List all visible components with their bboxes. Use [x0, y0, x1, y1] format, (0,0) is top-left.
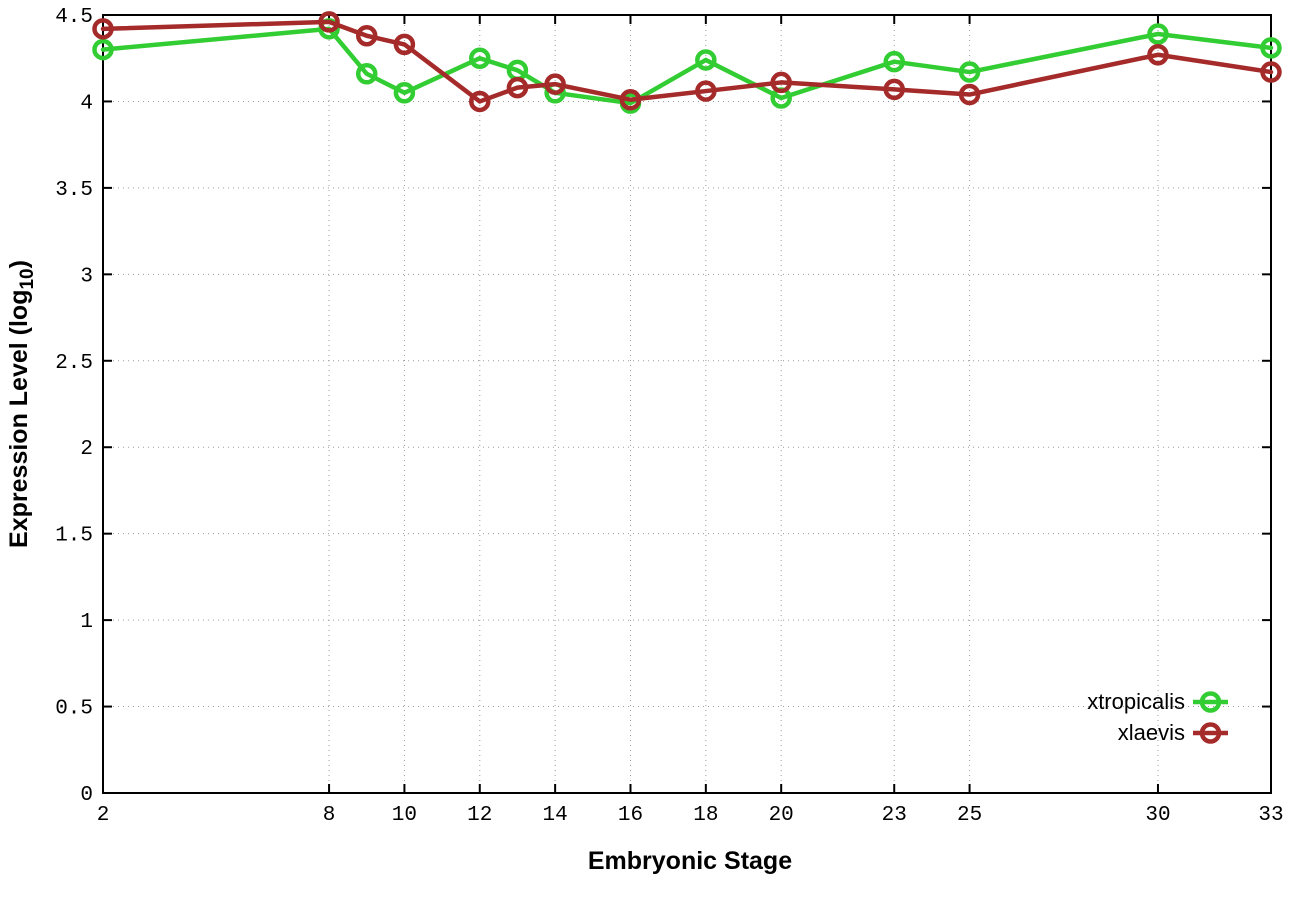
legend: xtropicalis xlaevis: [1087, 689, 1228, 745]
data-point-xtropicalis-stage-2: [92, 38, 114, 61]
y-axis-title: Expression Level (log10): [5, 260, 38, 548]
x-tick-labels: 2 8 10 12 14 16 18 20 23 25 30 33: [97, 804, 1284, 827]
x-tick-label: 2: [97, 804, 110, 827]
data-point-xtropicalis-stage-33: [1260, 37, 1282, 59]
x-tick-label: 23: [882, 804, 907, 827]
data-point-xlaevis-stage-10: [393, 33, 416, 56]
gridlines: [103, 15, 1271, 793]
data-point-xtropicalis-stage-12: [469, 47, 491, 69]
data-point-xtropicalis-stage-10: [393, 82, 416, 104]
x-tick-label: 16: [618, 804, 643, 827]
data-point-xtropicalis-stage-9: [355, 63, 378, 85]
x-tick-label: 20: [769, 804, 794, 827]
legend-marker-xlaevis: [1199, 722, 1222, 744]
y-tick-label: 4: [80, 92, 93, 115]
x-tick-label: 30: [1145, 804, 1170, 827]
data-point-xlaevis-stage-14: [544, 73, 566, 95]
y-tick-label: 2: [80, 438, 93, 461]
legend-label-xtropicalis: xtropicalis: [1087, 689, 1185, 714]
y-tick-label: 4.5: [55, 6, 93, 29]
legend-label-xlaevis: xlaevis: [1118, 720, 1185, 745]
data-point-xtropicalis-stage-30: [1147, 23, 1169, 45]
data-point-xlaevis-stage-8: [318, 11, 340, 33]
y-tick-label: 1.5: [55, 525, 93, 548]
data-point-xlaevis-stage-33: [1260, 61, 1282, 83]
data-point-xlaevis-stage-2: [92, 18, 114, 40]
y-tick-label: 0: [80, 784, 93, 807]
data-point-xlaevis-stage-20: [770, 71, 792, 94]
data-point-xlaevis-stage-16: [619, 88, 642, 111]
series-xlaevis: [92, 11, 1282, 113]
data-point-xlaevis-stage-12: [469, 90, 491, 113]
x-tick-label: 10: [392, 804, 417, 827]
data-point-xlaevis-stage-13: [506, 76, 529, 99]
x-tick-label: 14: [543, 804, 568, 827]
data-point-xlaevis-stage-18: [695, 80, 717, 102]
x-tick-label: 18: [693, 804, 718, 827]
x-tick-label: 8: [323, 804, 336, 827]
y-tick-label: 1: [80, 611, 93, 634]
x-axis-title: Embryonic Stage: [588, 847, 792, 875]
data-point-xtropicalis-stage-25: [958, 61, 981, 83]
x-tick-label: 12: [467, 804, 492, 827]
data-point-xlaevis-stage-25: [958, 83, 981, 106]
data-point-xtropicalis-stage-18: [695, 49, 717, 71]
x-tick-label: 25: [957, 804, 982, 827]
legend-marker-xtropicalis: [1199, 691, 1222, 713]
y-tick-label: 2.5: [55, 352, 93, 375]
y-tick-label: 3: [80, 265, 93, 288]
data-point-xlaevis-stage-23: [883, 78, 905, 101]
series-xtropicalis: [92, 18, 1282, 114]
plot-border: [102, 14, 1272, 794]
x-tick-label: 33: [1258, 804, 1283, 827]
y-tick-labels: 0 0.5 1 1.5 2 2.5 3 3.5 4 4.5: [55, 6, 93, 807]
data-point-xlaevis-stage-9: [355, 24, 378, 47]
y-tick-label: 0.5: [55, 698, 93, 721]
y-tick-label: 3.5: [55, 179, 93, 202]
data-point-xlaevis-stage-30: [1147, 44, 1169, 66]
data-point-xtropicalis-stage-23: [883, 50, 905, 73]
tick-marks: [102, 14, 1272, 794]
